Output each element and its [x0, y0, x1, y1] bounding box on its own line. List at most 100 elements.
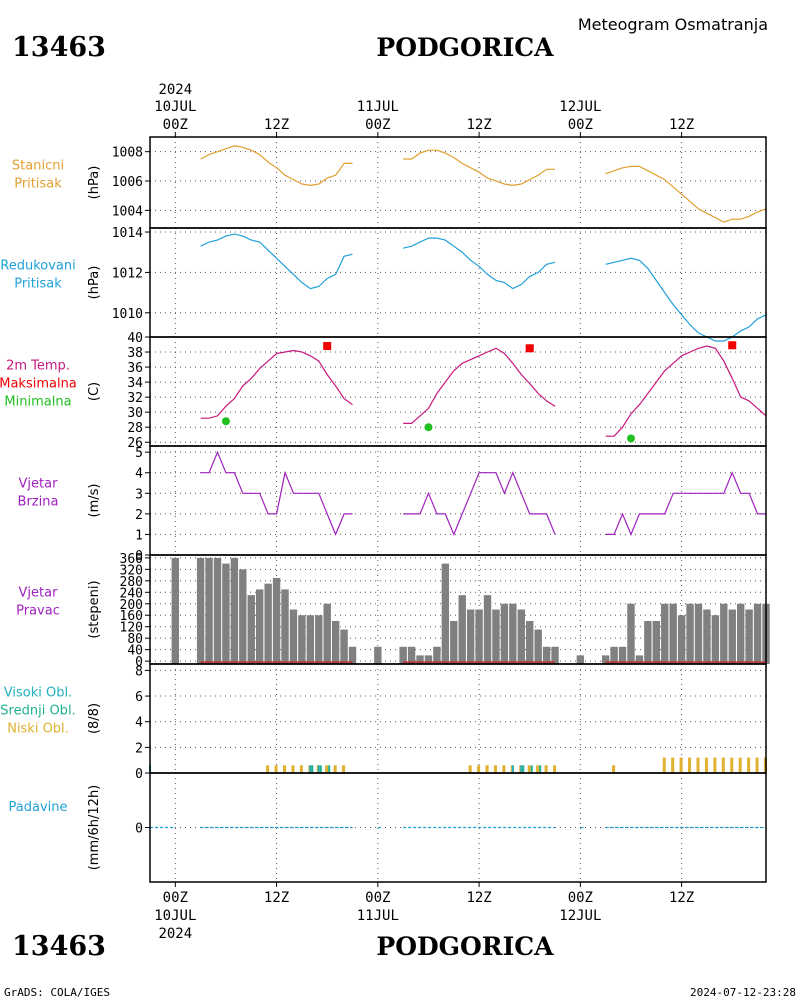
wind-direction-bar — [677, 615, 686, 664]
series-line-wind_speed — [200, 450, 353, 536]
top-hour-label: 12Z — [264, 117, 289, 133]
y-tick-label: 3 — [135, 487, 143, 502]
wind-direction-bar — [306, 615, 315, 664]
panel-label: Vjetar — [19, 586, 59, 601]
wind-direction-bar — [416, 655, 424, 664]
y-tick-label: 36 — [127, 361, 143, 376]
wind-direction-bar — [509, 603, 517, 664]
top-date-label: 11JUL — [357, 99, 399, 115]
y-tick-label: 26 — [127, 436, 143, 451]
wind-direction-bar — [736, 603, 745, 664]
wind-direction-bar — [331, 620, 340, 664]
wind-direction-bar — [711, 615, 720, 664]
y-axis-label: (hPa) — [87, 166, 102, 200]
low-cloud-bar — [291, 765, 295, 773]
low-cloud-bar — [553, 765, 557, 773]
wind-direction-bar — [517, 609, 525, 664]
panel-label: Redukovani — [0, 259, 75, 274]
bottom-year-label: 2024 — [158, 926, 192, 942]
series-line-reduced_pressure — [605, 257, 767, 342]
wind-direction-bar — [627, 603, 635, 664]
low-cloud-bar — [299, 765, 303, 773]
panel-frame — [149, 336, 767, 447]
mid-cloud-bar — [328, 765, 331, 773]
wind-direction-bar — [753, 603, 762, 664]
panel-frame — [149, 772, 767, 883]
mid-cloud-bar — [539, 765, 542, 773]
low-cloud-bar — [325, 765, 329, 773]
panel-label: Visoki Obl. — [4, 686, 72, 701]
max-temp-marker — [323, 342, 332, 351]
y-axis-label: (mm/6h/12h) — [87, 785, 102, 871]
y-tick-label: 160 — [120, 609, 143, 624]
panel-label: Pritisak — [14, 177, 62, 192]
top-hour-label: 00Z — [163, 117, 188, 133]
wind-direction-bar — [374, 646, 382, 664]
low-cloud-bar — [536, 765, 540, 773]
station-name-top: PODGORICA — [376, 33, 554, 62]
wind-direction-bar — [610, 646, 618, 664]
station-name-bottom: PODGORICA — [376, 932, 554, 961]
panel-frame — [149, 663, 767, 774]
bottom-date-label: 12JUL — [559, 908, 601, 924]
wind-direction-bar — [171, 557, 180, 664]
credit: GrADS: COLA/IGES — [4, 986, 110, 999]
wind-direction-bar — [745, 609, 753, 664]
panel-label: Padavine — [9, 800, 68, 815]
high-cloud-bar — [520, 765, 523, 773]
max-temp-marker — [525, 344, 534, 353]
y-tick-label: 360 — [120, 552, 143, 567]
y-tick-label: 1012 — [112, 266, 143, 281]
wind-direction-bar — [526, 620, 534, 664]
panel-label: Srednji Obl. — [0, 704, 75, 719]
mid-cloud-bar — [522, 765, 525, 773]
wind-direction-bar — [694, 603, 703, 664]
wind-direction-bar — [652, 620, 661, 664]
wind-direction-bar — [542, 646, 551, 664]
y-axis-label: (hPa) — [87, 266, 102, 300]
panel-clouds: 0 2 4 6 8 Visoki Obl. Srednji Obl. Niski Obl. (8… — [0, 663, 767, 782]
wind-direction-bar — [196, 557, 205, 664]
low-cloud-bar — [713, 757, 717, 773]
max-temp-marker — [728, 341, 737, 350]
y-tick-label: 80 — [127, 632, 143, 647]
y-tick-label: 4 — [135, 716, 143, 731]
low-cloud-bar — [738, 757, 742, 773]
y-tick-label: 1 — [135, 528, 143, 543]
y-tick-label: 320 — [120, 563, 143, 578]
low-cloud-bar — [493, 765, 497, 773]
wind-direction-bar — [644, 620, 652, 664]
panel-label: Maksimalna — [0, 377, 77, 392]
low-cloud-bar — [333, 765, 337, 773]
low-cloud-bar — [468, 765, 472, 773]
series-line-reduced_pressure — [403, 237, 556, 290]
wind-direction-bar — [298, 615, 306, 664]
wind-direction-bar — [618, 646, 627, 664]
y-tick-label: 2 — [135, 741, 143, 756]
chart-subtitle: Meteogram Osmatranja — [578, 15, 768, 34]
wind-direction-bar — [424, 655, 433, 664]
y-tick-label: 28 — [127, 421, 143, 436]
station-id-top: 13463 — [12, 32, 106, 63]
panel-label: Stanicni — [12, 159, 64, 174]
low-cloud-bar — [612, 765, 616, 773]
y-tick-label: 8 — [135, 664, 143, 679]
top-hour-label: 12Z — [466, 117, 491, 133]
series-line-reduced_pressure — [200, 233, 353, 290]
wind-direction-bar — [500, 603, 509, 664]
y-tick-label: 38 — [127, 346, 143, 361]
wind-direction-bar — [323, 603, 331, 664]
panel-label: Niski Obl. — [7, 722, 69, 737]
high-cloud-bar — [511, 765, 514, 773]
wind-direction-bar — [601, 655, 610, 664]
wind-direction-bar — [281, 589, 289, 664]
low-cloud-bar — [527, 765, 531, 773]
wind-direction-bar — [466, 609, 475, 664]
wind-direction-bar — [433, 646, 441, 664]
wind-direction-bar — [213, 557, 222, 664]
top-hour-label: 00Z — [568, 117, 593, 133]
y-tick-label: 1004 — [112, 204, 143, 219]
y-tick-label: 6 — [135, 690, 143, 705]
low-cloud-bar — [274, 765, 278, 773]
